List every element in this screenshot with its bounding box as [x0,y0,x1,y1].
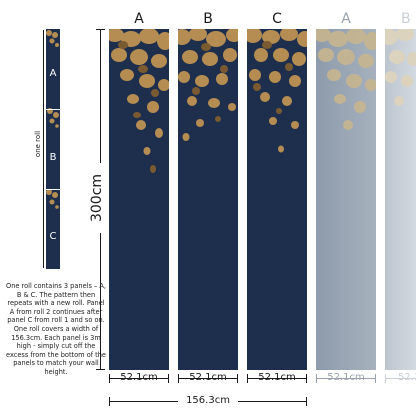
width-tick [178,374,179,383]
panel-c-foliage [247,29,307,153]
roll-divider [46,109,60,110]
roll-segment-a-label: A [49,68,57,79]
total-width-label: 156.3cm [178,395,238,406]
panel-b [178,29,238,370]
roll-strip-foliage [46,30,59,209]
roll-segment-c-label: C [49,231,57,242]
panel-b-repeat-letter: B [401,11,411,27]
panel-b-repeat [385,29,416,370]
height-dimension-cap-top [96,29,105,30]
panel-c-width-label: 52.1cm [258,372,296,383]
panel-b-repeat-width-line [385,378,416,379]
panel-c-letter: C [272,11,282,27]
panel-b-width-line [178,378,238,379]
width-tick [168,374,169,383]
width-tick [237,374,238,383]
width-tick [316,374,317,383]
panel-c-width-line [247,378,307,379]
panel-a-width-line [109,378,169,379]
panel-a-repeat-width-line [316,378,376,379]
width-tick [306,374,307,383]
panel-b-repeat-width-label: 52.1cm [398,372,416,383]
height-dimension-cap-bottom [96,369,105,370]
panel-a-repeat [316,29,376,370]
roll-strip [46,29,60,269]
total-width-cap-right [306,397,307,406]
panel-b-letter: B [203,11,213,27]
height-label: 300cm [89,163,105,233]
panel-c [247,29,307,370]
width-tick [247,374,248,383]
panel-a-repeat-width-label: 52.1cm [327,372,365,383]
panel-b-width-label: 52.1cm [189,372,227,383]
roll-segment-b-label: B [49,152,57,163]
roll-bracket [43,30,44,268]
roll-label: one roll [34,130,42,158]
panel-b-foliage [178,29,238,141]
width-tick [385,374,386,383]
panel-a-repeat-foliage [316,29,376,130]
panel-a [109,29,169,370]
panel-a-foliage [109,29,169,173]
panel-a-letter: A [134,11,144,27]
panel-a-repeat-letter: A [341,11,351,27]
roll-divider [46,189,60,190]
roll-description: One roll contains 3 panels – A, B & C. T… [6,282,107,376]
width-tick [109,374,110,383]
width-tick [375,374,376,383]
panel-b-repeat-foliage [385,29,416,106]
panel-a-width-label: 52.1cm [120,372,158,383]
total-width-cap-left [109,397,110,406]
